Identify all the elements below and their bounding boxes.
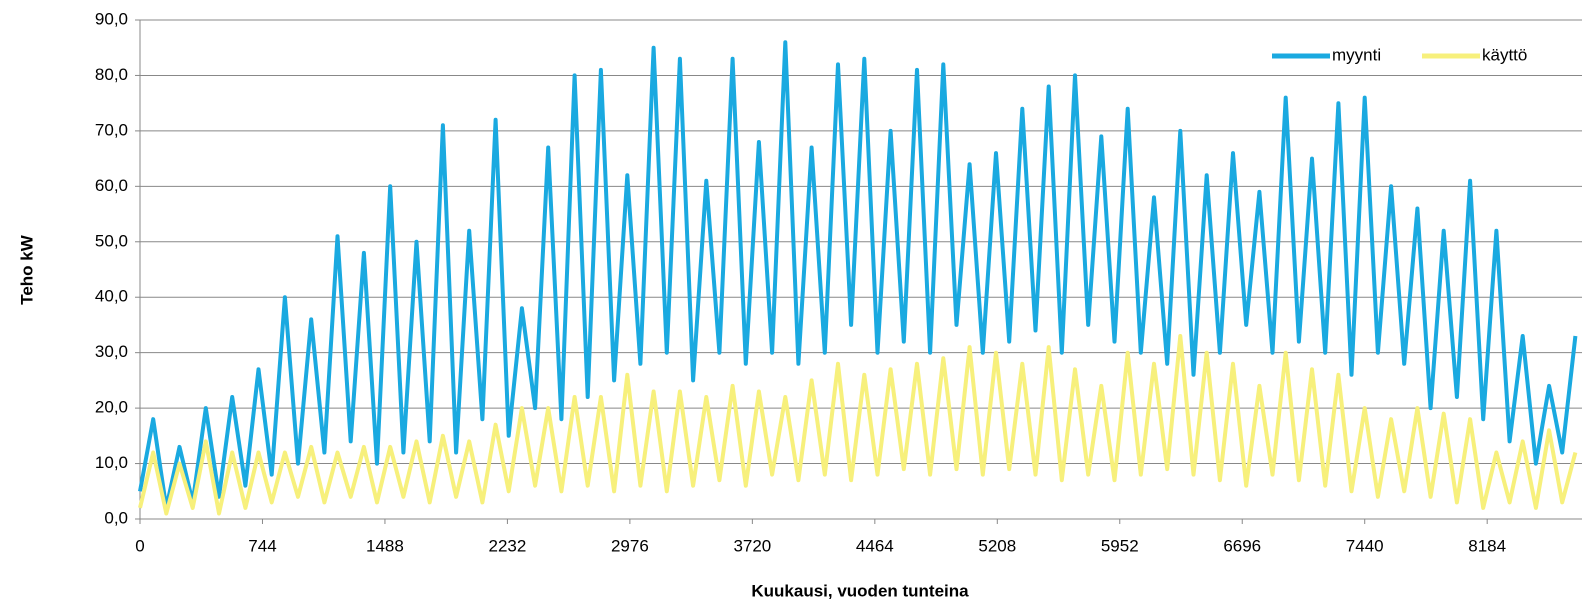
x-tick-label: 6696 bbox=[1223, 536, 1261, 555]
y-tick-label: 80,0 bbox=[95, 65, 128, 84]
x-tick-label: 7440 bbox=[1346, 536, 1384, 555]
x-tick-label: 0 bbox=[135, 536, 144, 555]
x-tick-label: 5208 bbox=[978, 536, 1016, 555]
y-tick-label: 0,0 bbox=[104, 508, 128, 527]
x-tick-label: 8184 bbox=[1468, 536, 1506, 555]
x-axis-label: Kuukausi, vuoden tunteina bbox=[751, 581, 969, 600]
x-tick-label: 3720 bbox=[733, 536, 771, 555]
x-tick-label: 5952 bbox=[1101, 536, 1139, 555]
legend-label: myynti bbox=[1332, 45, 1381, 64]
y-tick-label: 50,0 bbox=[95, 231, 128, 250]
series-line bbox=[138, 40, 1578, 510]
y-tick-label: 10,0 bbox=[95, 453, 128, 472]
y-axis-label: Teho kW bbox=[17, 234, 36, 305]
y-tick-label: 40,0 bbox=[95, 287, 128, 306]
x-tick-label: 4464 bbox=[856, 536, 894, 555]
series-line bbox=[138, 334, 1578, 516]
y-tick-label: 20,0 bbox=[95, 398, 128, 417]
y-tick-label: 60,0 bbox=[95, 176, 128, 195]
legend-label: käyttö bbox=[1482, 45, 1527, 64]
x-tick-label: 2232 bbox=[488, 536, 526, 555]
y-tick-label: 90,0 bbox=[95, 9, 128, 28]
y-tick-label: 70,0 bbox=[95, 120, 128, 139]
x-tick-label: 1488 bbox=[366, 536, 404, 555]
y-tick-label: 30,0 bbox=[95, 342, 128, 361]
x-tick-label: 2976 bbox=[611, 536, 649, 555]
x-tick-label: 744 bbox=[248, 536, 276, 555]
